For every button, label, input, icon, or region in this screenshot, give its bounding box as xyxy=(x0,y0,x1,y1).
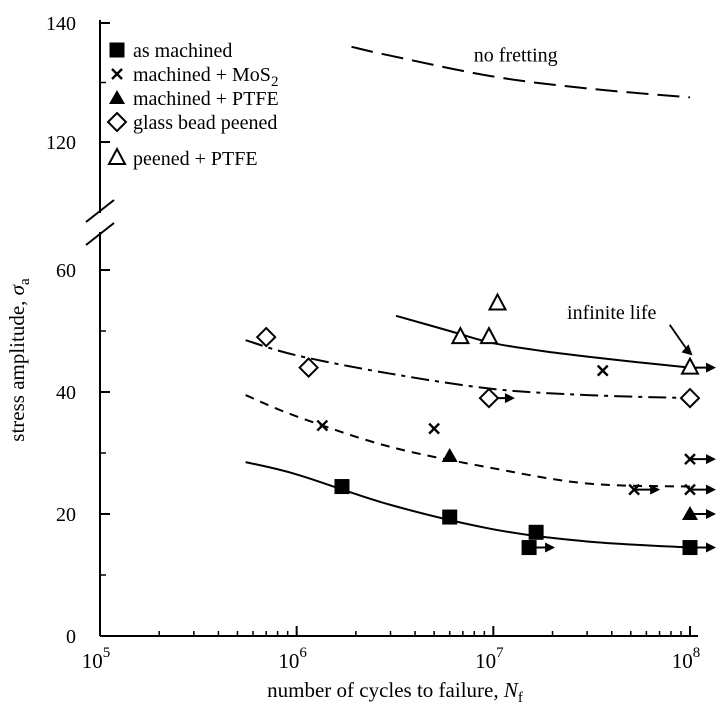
axis-break-mark xyxy=(85,199,115,223)
data-point xyxy=(479,325,499,345)
data-point xyxy=(334,479,350,495)
data-point xyxy=(679,387,701,409)
data-point xyxy=(255,326,277,348)
series-open-diamond xyxy=(255,326,701,409)
data-point xyxy=(521,540,537,556)
data-point xyxy=(316,419,329,432)
data-points xyxy=(255,292,716,556)
data-point xyxy=(628,483,640,496)
axis-labels: number of cycles to failure, Nf stress am… xyxy=(5,278,523,702)
fit-curve-solid xyxy=(395,314,691,369)
annotation-arrow xyxy=(668,324,689,351)
x-tick-label: 106 xyxy=(278,645,307,673)
y-axis-label: stress amplitude, σa xyxy=(5,278,33,442)
data-point xyxy=(682,540,698,556)
runout-arrowhead xyxy=(650,484,661,495)
x-tick-label: 107 xyxy=(475,645,504,673)
legend-marker xyxy=(109,42,125,58)
legend-marker xyxy=(109,90,125,104)
fit-curve-long-dashed xyxy=(351,45,691,99)
series-x xyxy=(316,364,716,496)
data-point xyxy=(450,325,471,345)
data-point xyxy=(298,357,320,379)
series-filled-square xyxy=(334,479,716,556)
fit-curve-dashed xyxy=(245,394,691,488)
data-point xyxy=(487,292,508,311)
annotation-label: infinite life xyxy=(567,302,657,324)
data-point xyxy=(441,448,458,463)
runout-arrowhead xyxy=(706,454,716,465)
legend-label: glass bead peened xyxy=(133,112,277,134)
legend-label: peened + PTFE xyxy=(133,148,258,170)
y-tick-label: 0 xyxy=(66,626,76,648)
data-point xyxy=(428,422,440,435)
data-point xyxy=(682,506,698,520)
y-tick-label: 120 xyxy=(46,132,76,154)
y-tick-label: 140 xyxy=(46,13,76,35)
x-tick-label: 108 xyxy=(672,645,701,673)
y-tick-label: 60 xyxy=(56,260,76,282)
runout-arrowhead xyxy=(706,362,716,373)
data-point xyxy=(442,509,458,525)
x-tick-label: 105 xyxy=(82,645,111,673)
data-point xyxy=(478,387,500,409)
legend-label: machined + PTFE xyxy=(133,88,279,110)
data-point xyxy=(596,364,609,377)
fit-curve-dashdot xyxy=(245,339,691,400)
x-tick-exponent: 6 xyxy=(299,645,307,661)
axes xyxy=(85,20,698,637)
y-tick-label: 20 xyxy=(56,504,76,526)
annotation-arrowhead xyxy=(681,344,693,356)
legend-marker xyxy=(111,68,123,80)
annotation-label: no fretting xyxy=(474,45,558,67)
data-point xyxy=(684,453,696,465)
annotations: no fretting infinite life xyxy=(474,45,693,356)
fit-curve-solid xyxy=(245,461,691,549)
x-tick-exponent: 7 xyxy=(496,645,504,661)
x-axis-label: number of cycles to failure, Nf xyxy=(267,678,523,702)
legend-label: machined + MoS2 xyxy=(133,64,278,90)
runout-arrowhead xyxy=(706,542,716,553)
fit-curves xyxy=(245,45,691,549)
runout-arrowhead xyxy=(706,484,716,495)
series-open-triangle xyxy=(450,292,716,375)
runout-arrowhead xyxy=(545,542,556,553)
legend-label: as machined xyxy=(133,40,232,62)
x-tick-exponent: 8 xyxy=(693,645,701,661)
data-point xyxy=(528,524,544,540)
runout-arrowhead xyxy=(706,509,716,519)
legend-marker xyxy=(106,111,128,133)
x-tick-exponent: 5 xyxy=(103,645,111,661)
axis-break-mark xyxy=(85,222,115,246)
runout-arrowhead xyxy=(504,393,515,404)
data-point xyxy=(684,483,696,496)
series-filled-triangle xyxy=(441,448,716,520)
legend-marker xyxy=(107,146,127,165)
y-tick-label: 40 xyxy=(56,382,76,404)
data-point xyxy=(680,356,700,375)
tick-labels: 0 20 40 60 120 140 105 106 107 108 xyxy=(46,13,700,673)
